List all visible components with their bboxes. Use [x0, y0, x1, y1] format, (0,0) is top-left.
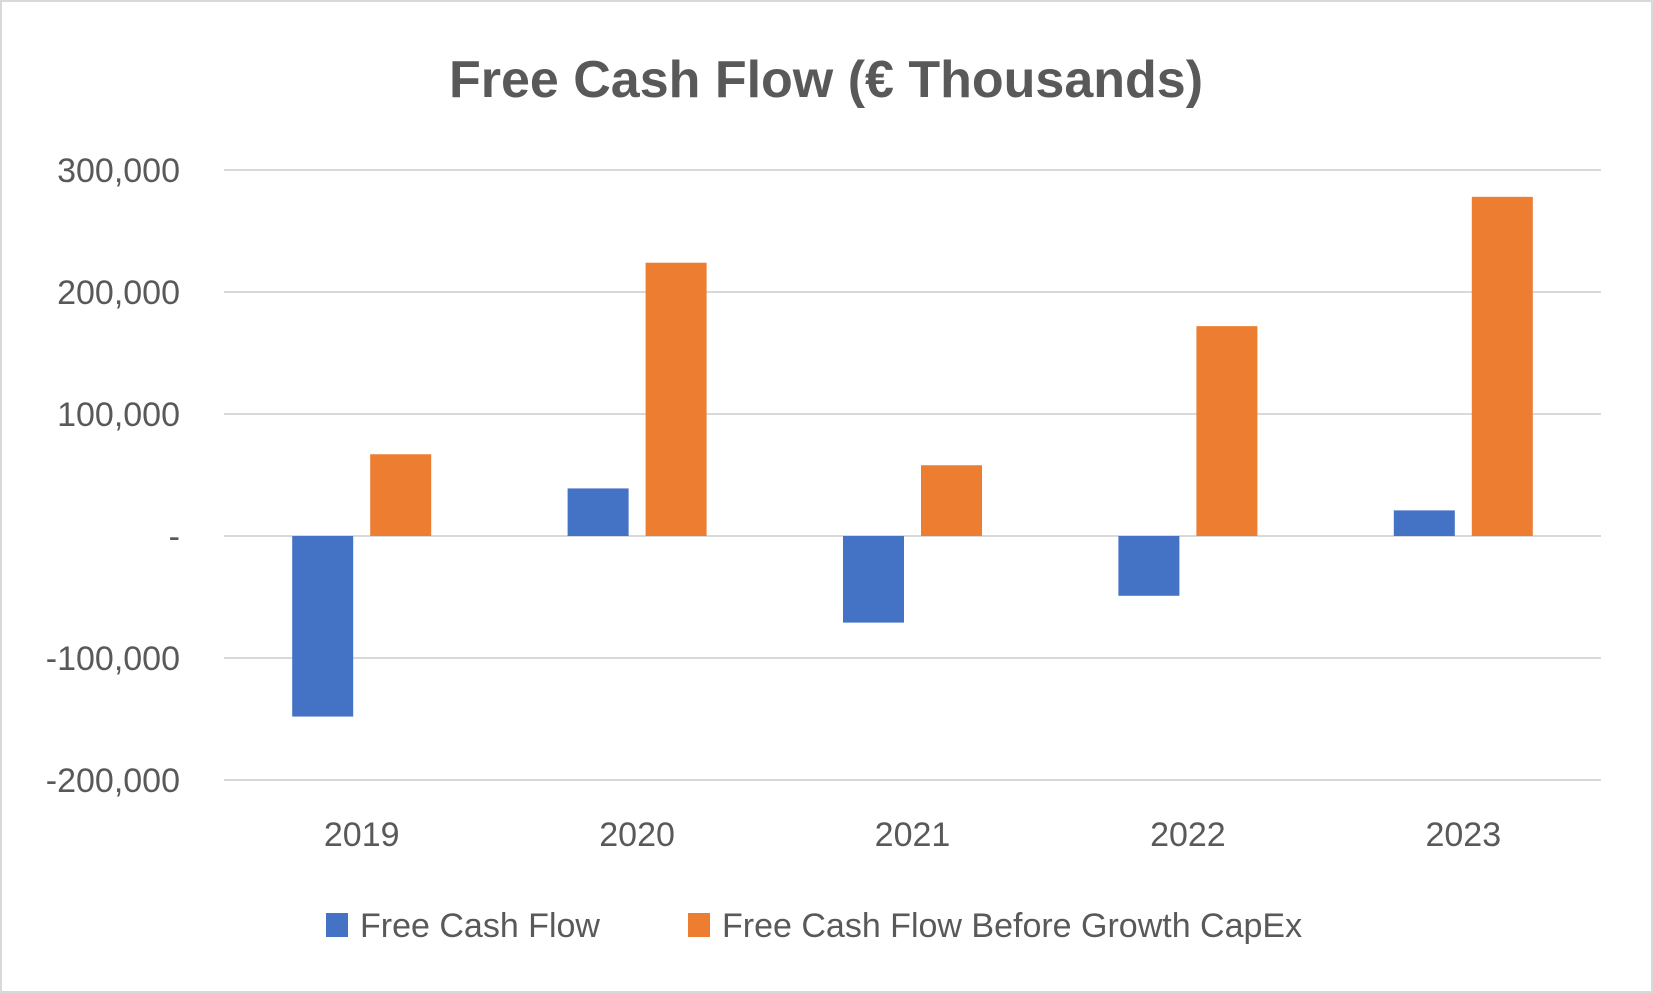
bar-free-cash-flow-before-growth-capex-2022 — [1196, 326, 1258, 536]
x-tick-label: 2023 — [1425, 816, 1501, 854]
gridlines — [224, 169, 1601, 781]
y-tick-label: -100,000 — [46, 640, 180, 678]
legend: Free Cash Flow Free Cash Flow Before Grow… — [326, 907, 1302, 945]
y-tick-label: 300,000 — [57, 152, 180, 190]
bar-free-cash-flow-2022 — [1118, 536, 1180, 596]
legend-swatch — [688, 913, 710, 937]
y-tick-label: 200,000 — [57, 274, 180, 312]
chart-title: Free Cash Flow (€ Thousands) — [449, 51, 1203, 109]
y-tick-label: - — [169, 518, 180, 556]
bar-free-cash-flow-before-growth-capex-2020 — [645, 262, 707, 536]
x-tick-label: 2022 — [1150, 816, 1226, 854]
legend-swatch — [326, 913, 348, 937]
bar-free-cash-flow-2023 — [1393, 510, 1455, 536]
y-axis-ticks: 300,000 200,000 100,000 - -100,000 -200,000 — [46, 152, 180, 800]
bars — [292, 196, 1533, 717]
bar-free-cash-flow-2021 — [843, 536, 904, 623]
bar-free-cash-flow-before-growth-capex-2019 — [370, 454, 432, 536]
x-tick-label: 2020 — [599, 816, 675, 854]
y-tick-label: -200,000 — [46, 762, 180, 800]
y-tick-label: 100,000 — [57, 396, 180, 434]
bar-free-cash-flow-before-growth-capex-2021 — [921, 465, 982, 536]
x-tick-label: 2021 — [875, 816, 951, 854]
bar-free-cash-flow-2020 — [567, 488, 629, 536]
x-tick-label: 2019 — [324, 816, 400, 854]
legend-label: Free Cash Flow — [360, 907, 600, 945]
x-axis-ticks: 2019 2020 2021 2022 2023 — [324, 816, 1501, 854]
bar-free-cash-flow-before-growth-capex-2023 — [1471, 196, 1533, 536]
bar-free-cash-flow-2019 — [292, 536, 354, 717]
legend-label: Free Cash Flow Before Growth CapEx — [722, 907, 1302, 945]
